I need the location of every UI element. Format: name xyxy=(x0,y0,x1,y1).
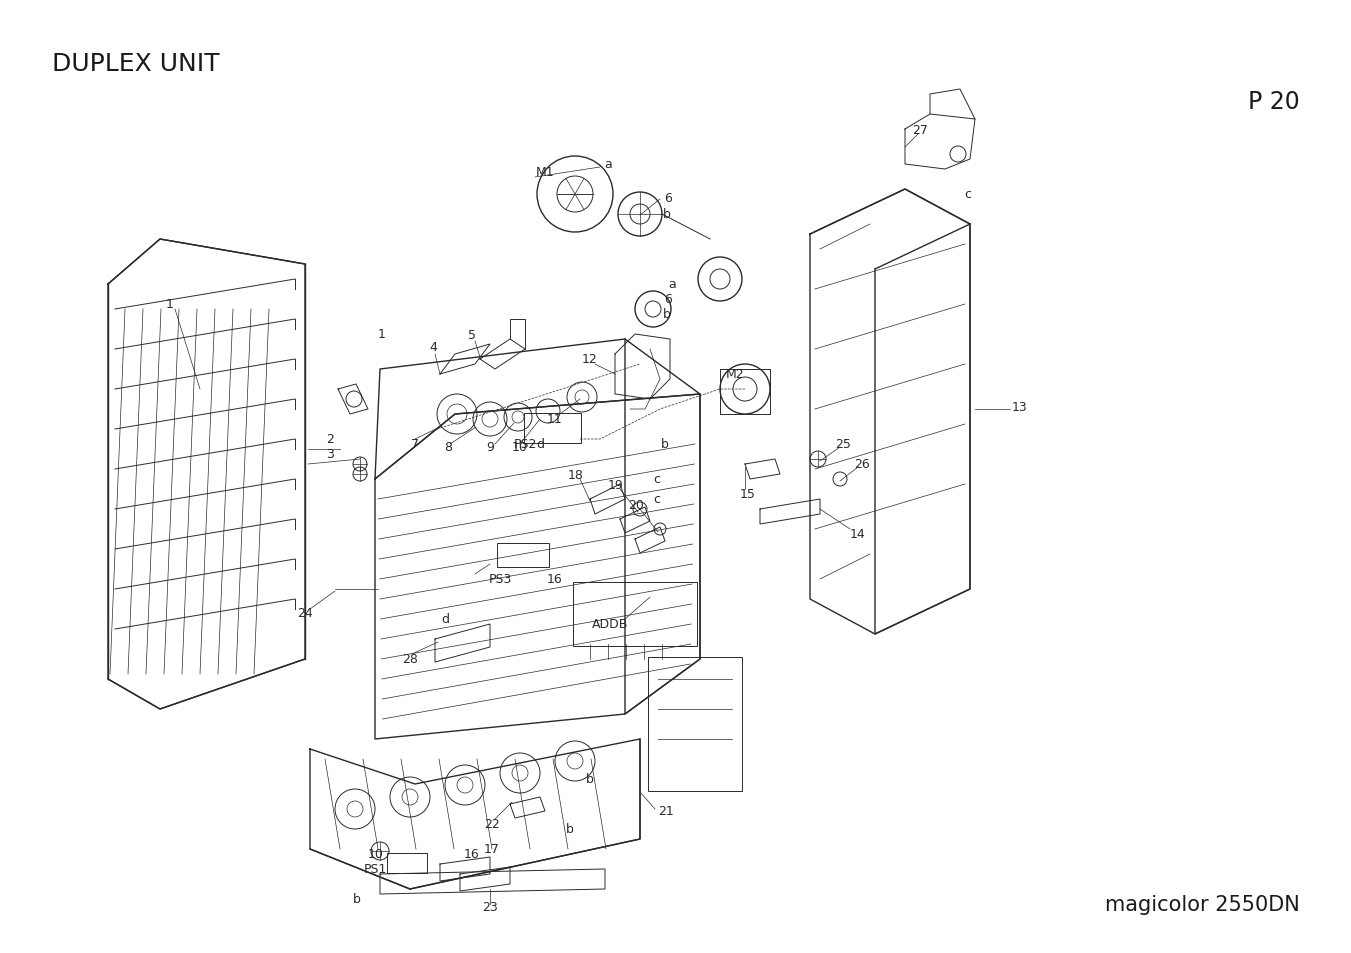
Text: 4: 4 xyxy=(430,341,436,355)
Text: a: a xyxy=(604,158,612,172)
Text: b: b xyxy=(566,822,574,836)
Text: 20: 20 xyxy=(628,499,644,512)
Text: 9: 9 xyxy=(486,441,494,454)
Text: 14: 14 xyxy=(850,528,866,541)
Text: c: c xyxy=(654,493,661,506)
Text: 6: 6 xyxy=(665,192,671,204)
Text: 13: 13 xyxy=(1012,401,1028,414)
Text: b: b xyxy=(661,438,669,451)
Text: PS1: PS1 xyxy=(363,862,386,876)
Text: 7: 7 xyxy=(411,438,419,451)
Text: PS3: PS3 xyxy=(488,573,512,586)
Text: b: b xyxy=(353,893,361,905)
Text: 22: 22 xyxy=(484,818,500,831)
Text: b: b xyxy=(663,308,671,321)
Text: 5: 5 xyxy=(467,329,476,342)
Text: 10: 10 xyxy=(512,441,528,454)
Text: 3: 3 xyxy=(326,448,334,461)
Text: d: d xyxy=(536,438,544,451)
Text: 28: 28 xyxy=(403,653,417,666)
Text: 16: 16 xyxy=(547,573,563,586)
Text: 24: 24 xyxy=(297,607,313,619)
Text: c: c xyxy=(965,189,971,201)
Text: 8: 8 xyxy=(444,441,453,454)
Text: 11: 11 xyxy=(547,413,563,426)
Text: 16: 16 xyxy=(465,847,480,861)
Text: 15: 15 xyxy=(740,488,757,501)
Text: 27: 27 xyxy=(912,123,928,136)
Text: PS2: PS2 xyxy=(513,438,536,451)
Text: b: b xyxy=(663,209,671,221)
Text: 10: 10 xyxy=(367,847,384,861)
Text: 21: 21 xyxy=(658,804,674,818)
Text: DUPLEX UNIT: DUPLEX UNIT xyxy=(51,52,220,76)
Text: M2: M2 xyxy=(725,368,744,381)
Text: 12: 12 xyxy=(582,354,598,366)
Text: 1: 1 xyxy=(378,328,386,341)
Text: 2: 2 xyxy=(326,433,334,446)
Text: a: a xyxy=(669,278,676,292)
Text: 19: 19 xyxy=(608,479,624,492)
Text: c: c xyxy=(654,473,661,486)
Text: 18: 18 xyxy=(567,469,584,482)
Text: ADDB: ADDB xyxy=(592,618,628,631)
Text: d: d xyxy=(440,613,449,626)
Text: P 20: P 20 xyxy=(1248,90,1300,113)
Text: M1: M1 xyxy=(536,165,554,178)
Text: magicolor 2550DN: magicolor 2550DN xyxy=(1105,894,1300,914)
Text: b: b xyxy=(586,773,594,785)
Text: 1: 1 xyxy=(166,298,174,312)
Text: 17: 17 xyxy=(484,842,500,856)
Text: 6: 6 xyxy=(665,294,671,306)
Text: 23: 23 xyxy=(482,901,499,914)
Text: 26: 26 xyxy=(854,458,870,471)
Text: 25: 25 xyxy=(835,438,851,451)
